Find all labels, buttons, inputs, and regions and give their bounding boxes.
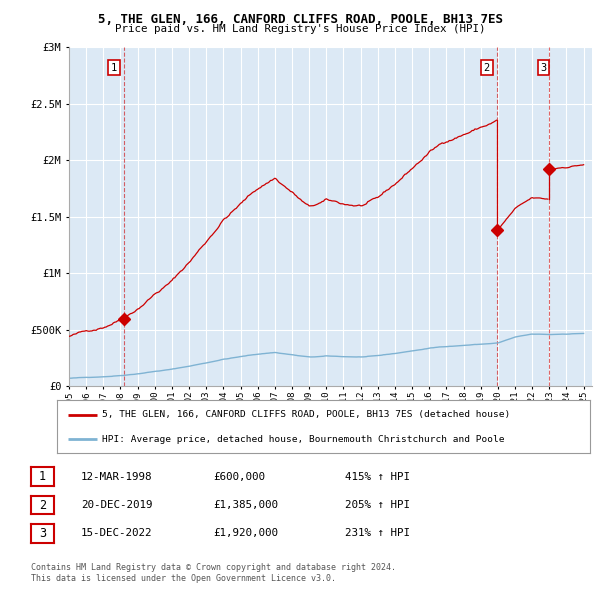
Text: 231% ↑ HPI: 231% ↑ HPI xyxy=(345,529,410,538)
Text: 20-DEC-2019: 20-DEC-2019 xyxy=(81,500,152,510)
Text: 5, THE GLEN, 166, CANFORD CLIFFS ROAD, POOLE, BH13 7ES (detached house): 5, THE GLEN, 166, CANFORD CLIFFS ROAD, P… xyxy=(102,411,511,419)
Text: £1,385,000: £1,385,000 xyxy=(213,500,278,510)
Text: HPI: Average price, detached house, Bournemouth Christchurch and Poole: HPI: Average price, detached house, Bour… xyxy=(102,435,505,444)
Text: 12-MAR-1998: 12-MAR-1998 xyxy=(81,472,152,481)
Text: 1: 1 xyxy=(110,63,117,73)
Text: Contains HM Land Registry data © Crown copyright and database right 2024.: Contains HM Land Registry data © Crown c… xyxy=(31,563,396,572)
Text: Price paid vs. HM Land Registry's House Price Index (HPI): Price paid vs. HM Land Registry's House … xyxy=(115,24,485,34)
Text: 15-DEC-2022: 15-DEC-2022 xyxy=(81,529,152,538)
Text: £600,000: £600,000 xyxy=(213,472,265,481)
Text: This data is licensed under the Open Government Licence v3.0.: This data is licensed under the Open Gov… xyxy=(31,573,336,583)
Text: 2: 2 xyxy=(484,63,490,73)
Text: £1,920,000: £1,920,000 xyxy=(213,529,278,538)
Text: 2: 2 xyxy=(39,499,46,512)
Text: 5, THE GLEN, 166, CANFORD CLIFFS ROAD, POOLE, BH13 7ES: 5, THE GLEN, 166, CANFORD CLIFFS ROAD, P… xyxy=(97,13,503,26)
Text: 205% ↑ HPI: 205% ↑ HPI xyxy=(345,500,410,510)
Text: 3: 3 xyxy=(541,63,547,73)
Text: 3: 3 xyxy=(39,527,46,540)
Text: 415% ↑ HPI: 415% ↑ HPI xyxy=(345,472,410,481)
Text: 1: 1 xyxy=(39,470,46,483)
